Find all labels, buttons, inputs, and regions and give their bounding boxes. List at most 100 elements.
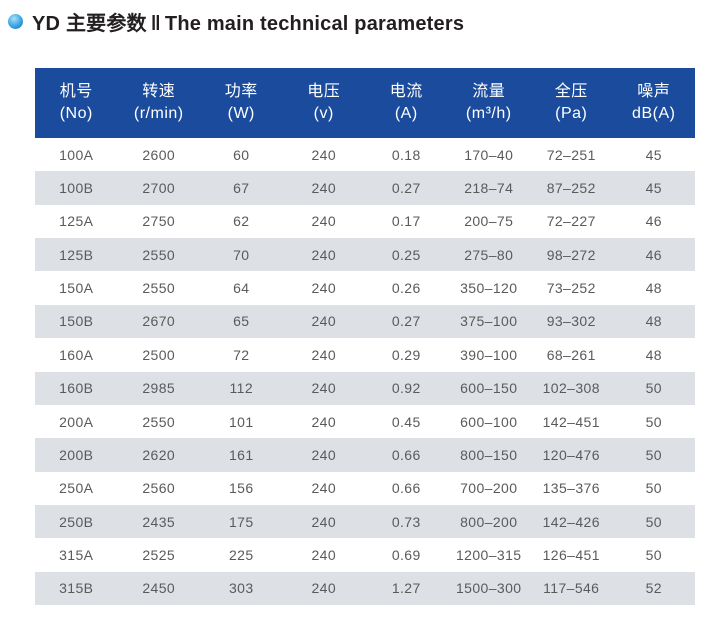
table-cell: 1200–315 xyxy=(456,546,522,563)
table-cell: 0.73 xyxy=(391,513,421,530)
table-cell: 0.26 xyxy=(391,280,421,297)
column-header-6: 流量 (m³/h) xyxy=(465,83,512,122)
bullet-icon xyxy=(8,14,23,29)
table-cell: 2600 xyxy=(142,146,176,163)
table-cell: 170–40 xyxy=(464,146,514,163)
table-cell: 125B xyxy=(59,246,94,263)
table-cell: 240 xyxy=(311,280,337,297)
table-body: 100A 2600 60 240 0.18 170–40 72–251 45 100B 2700 6… xyxy=(35,138,695,606)
table-row: 125A 2750 62 240 0.17 200–75 72–227 46 xyxy=(35,204,695,239)
table-cell: 45 xyxy=(645,180,662,197)
table-cell: 1.27 xyxy=(391,580,421,597)
table-cell: 240 xyxy=(311,346,337,363)
table-cell: 62 xyxy=(233,213,250,230)
table-cell: 150B xyxy=(59,313,94,330)
table-cell: 600–150 xyxy=(460,380,518,397)
table-cell: 46 xyxy=(645,213,662,230)
table-cell: 2985 xyxy=(142,380,176,397)
table-cell: 87–252 xyxy=(546,180,596,197)
table-cell: 125A xyxy=(59,213,94,230)
table-cell: 101 xyxy=(228,413,254,430)
title-separator: ‖ xyxy=(150,13,161,35)
table-cell: 65 xyxy=(233,313,250,330)
table-row: 250A 2560 156 240 0.66 700–200 135–376 50 xyxy=(35,471,695,505)
table-cell: 250A xyxy=(59,480,94,497)
table-cell: 600–100 xyxy=(460,413,518,430)
table-cell: 100A xyxy=(59,146,94,163)
table-cell: 315B xyxy=(59,580,94,597)
table-row: 100A 2600 60 240 0.18 170–40 72–251 45 xyxy=(35,138,695,172)
table-cell: 375–100 xyxy=(460,313,518,330)
column-header-4: 电压 (v) xyxy=(307,83,341,122)
table-cell: 240 xyxy=(311,213,337,230)
table-cell: 800–200 xyxy=(460,513,518,530)
table-cell: 200A xyxy=(59,413,94,430)
table-cell: 100B xyxy=(59,180,94,197)
parameters-table: 机号 (No) 转速 (r/min) 功率 (W) 电压 (v) 电流 (A) 流量 (m³/h) 全压… xyxy=(35,68,695,606)
table-cell: 303 xyxy=(228,580,254,597)
table-cell: 50 xyxy=(645,380,662,397)
table-cell: 52 xyxy=(645,580,662,597)
table-cell: 2435 xyxy=(142,513,176,530)
table-cell: 240 xyxy=(311,180,337,197)
table-row: 160A 2500 72 240 0.29 390–100 68–261 48 xyxy=(35,338,695,372)
table-cell: 0.66 xyxy=(391,446,421,463)
table-cell: 240 xyxy=(311,546,337,563)
table-row: 315B 2450 303 240 1.27 1500–300 117–546 52 xyxy=(35,571,695,606)
table-cell: 2550 xyxy=(142,413,176,430)
table-cell: 0.27 xyxy=(391,180,421,197)
table-cell: 240 xyxy=(311,480,337,497)
table-cell: 135–376 xyxy=(542,480,600,497)
table-cell: 0.17 xyxy=(391,213,421,230)
table-row: 125B 2550 70 240 0.25 275–80 98–272 46 xyxy=(35,238,695,272)
table-cell: 2700 xyxy=(142,180,176,197)
column-header-7: 全压 (Pa) xyxy=(554,83,588,122)
table-cell: 102–308 xyxy=(542,380,600,397)
column-header-8: 噪声 dB(A) xyxy=(632,83,676,122)
page-header: YD 主要参数 ‖ The main technical parameters xyxy=(8,7,464,36)
table-row: 200A 2550 101 240 0.45 600–100 142–451 50 xyxy=(35,404,695,439)
table-cell: 2550 xyxy=(142,246,176,263)
table-cell: 2670 xyxy=(142,313,176,330)
table-cell: 350–120 xyxy=(460,280,518,297)
page-title: YD 主要参数 ‖ The main technical parameters xyxy=(32,7,464,36)
table-cell: 0.18 xyxy=(391,146,421,163)
table-cell: 240 xyxy=(311,146,337,163)
table-cell: 2550 xyxy=(142,280,176,297)
table-cell: 2750 xyxy=(142,213,176,230)
table-cell: 50 xyxy=(645,480,662,497)
table-cell: 2525 xyxy=(142,546,176,563)
table-cell: 160A xyxy=(59,346,94,363)
table-cell: 240 xyxy=(311,413,337,430)
table-cell: 48 xyxy=(645,280,662,297)
table-cell: 48 xyxy=(645,313,662,330)
table-cell: 68–261 xyxy=(546,346,596,363)
table-cell: 142–426 xyxy=(542,513,600,530)
table-cell: 2620 xyxy=(142,446,176,463)
table-cell: 50 xyxy=(645,446,662,463)
table-cell: 0.45 xyxy=(391,413,421,430)
table-cell: 2450 xyxy=(142,580,176,597)
table-row: 250B 2435 175 240 0.73 800–200 142–426 50 xyxy=(35,504,695,539)
column-header-5: 电流 (A) xyxy=(389,83,423,122)
table-cell: 200B xyxy=(59,446,94,463)
table-cell: 50 xyxy=(645,513,662,530)
table-cell: 117–546 xyxy=(543,580,600,597)
table-cell: 0.29 xyxy=(391,346,421,363)
page-title-zh: YD 主要参数 xyxy=(32,13,147,35)
column-header-2: 转速 (r/min) xyxy=(133,83,184,122)
table-cell: 390–100 xyxy=(460,346,518,363)
table-cell: 225 xyxy=(228,546,254,563)
table-cell: 1500–300 xyxy=(456,580,522,597)
table-cell: 112 xyxy=(229,380,254,397)
table-cell: 48 xyxy=(645,346,662,363)
table-cell: 218–74 xyxy=(464,180,514,197)
table-row: 150B 2670 65 240 0.27 375–100 93–302 48 xyxy=(35,304,695,339)
table-row: 315A 2525 225 240 0.69 1200–315 126–451 50 xyxy=(35,538,695,572)
table-cell: 50 xyxy=(645,546,662,563)
table-cell: 156 xyxy=(228,480,254,497)
table-cell: 240 xyxy=(311,446,337,463)
table-cell: 46 xyxy=(645,246,662,263)
table-cell: 700–200 xyxy=(460,480,518,497)
table-cell: 0.69 xyxy=(391,546,421,563)
